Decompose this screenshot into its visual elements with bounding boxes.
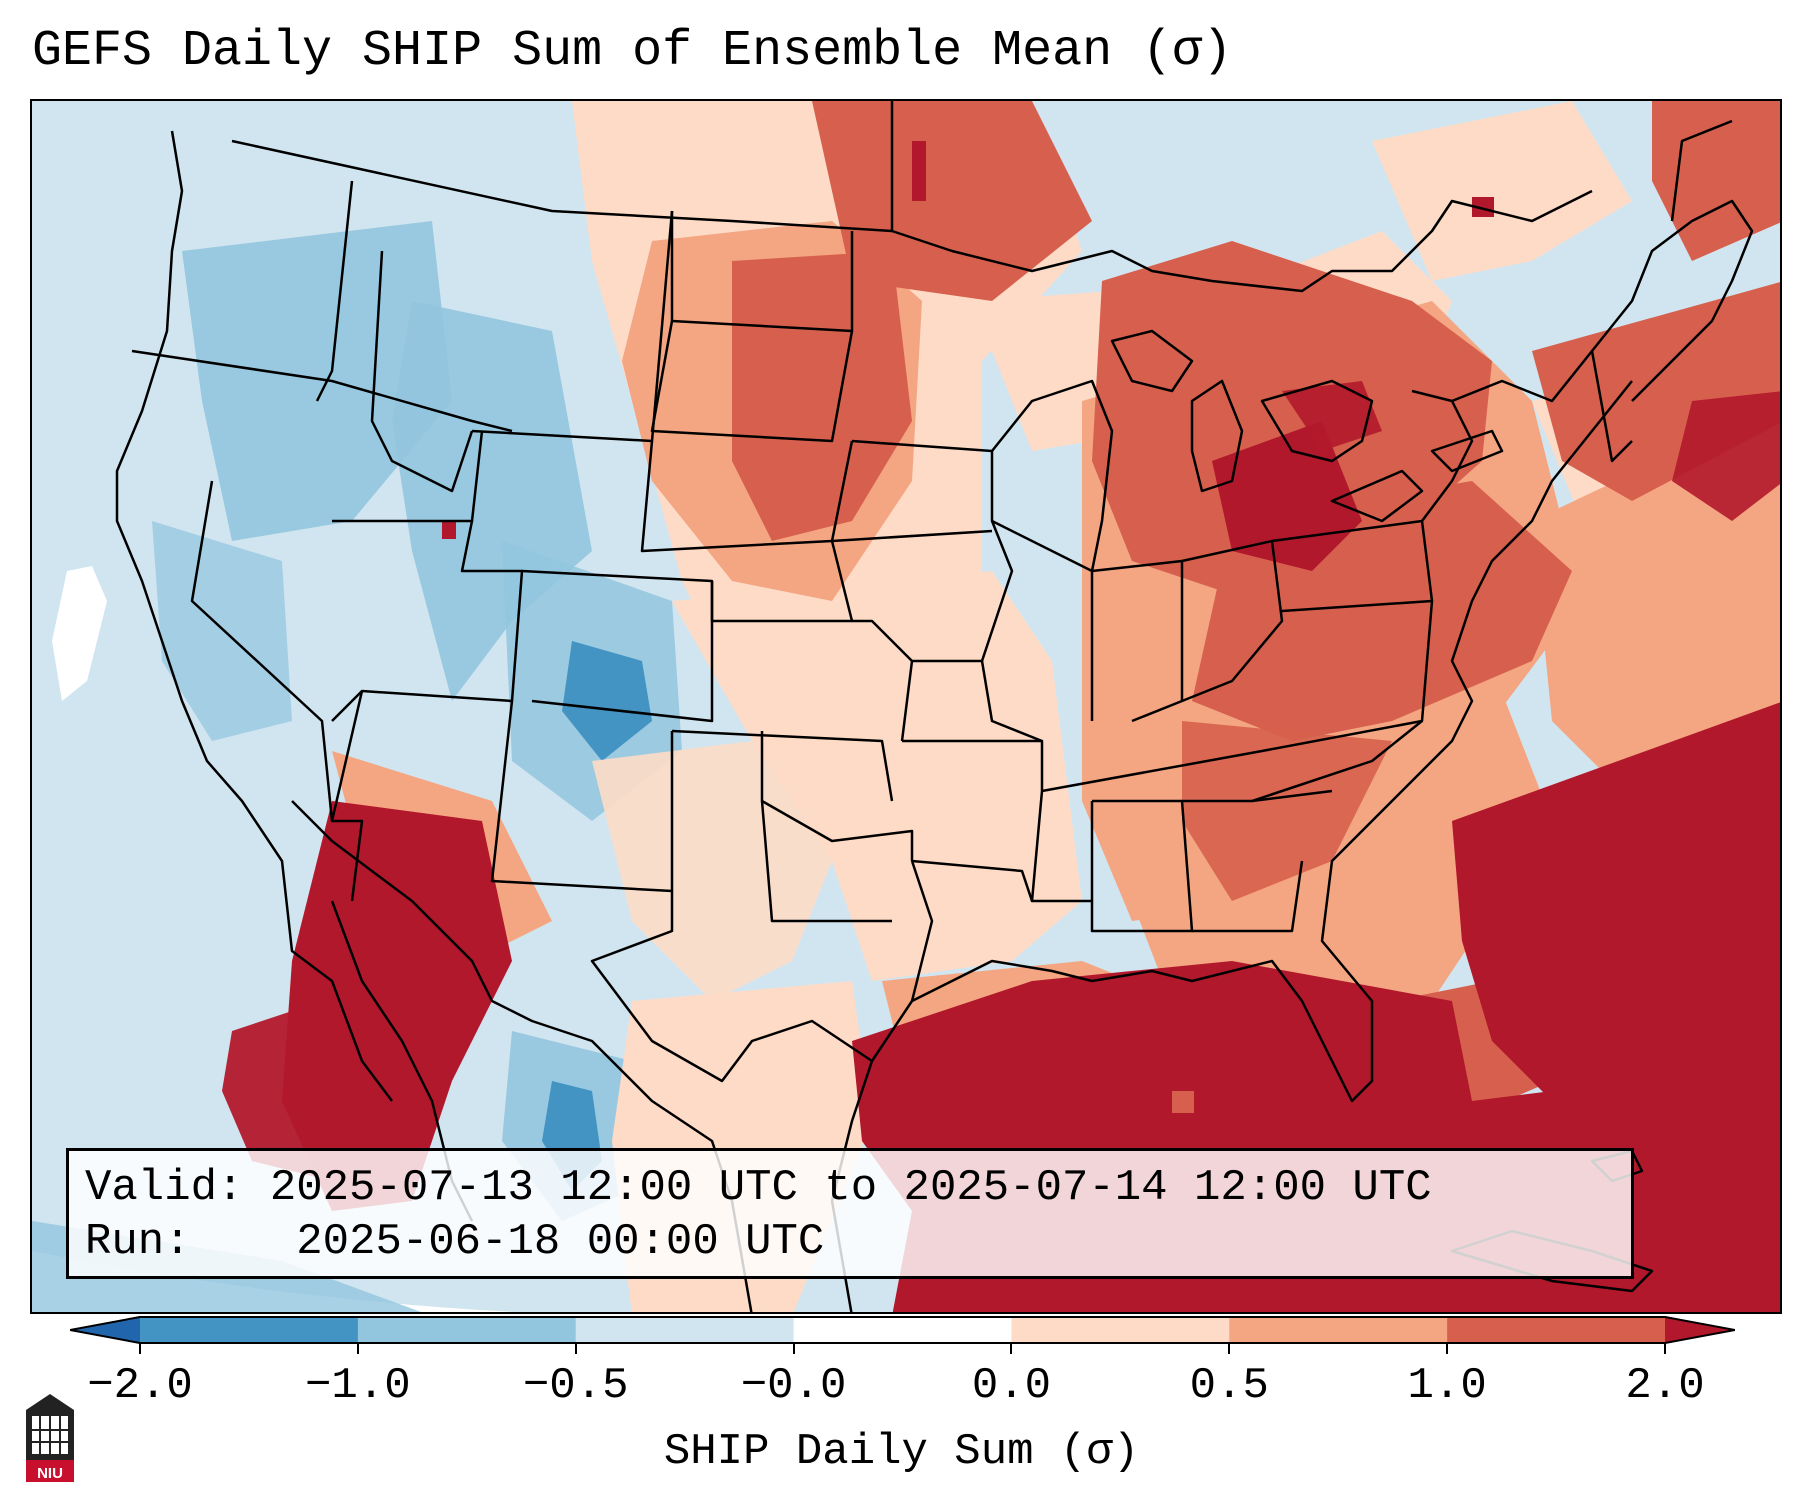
valid-time-range: 2025-07-13 12:00 UTC to 2025-07-14 12:00…: [269, 1163, 1432, 1213]
colorbar-tick-mark: [1228, 1344, 1231, 1354]
colorbar-tick-label: −2.0: [87, 1361, 193, 1411]
colorbar-extend-low: [70, 1316, 140, 1344]
colorbar-tick-mark: [1664, 1344, 1666, 1354]
colorbar-segment: [575, 1316, 795, 1344]
run-label: Run:: [85, 1217, 191, 1267]
niu-logo-text: NIU: [37, 1465, 63, 1482]
colorbar-tick-mark: [139, 1344, 141, 1354]
colorbar-tick-label: 1.0: [1407, 1361, 1487, 1411]
validity-info-box: Valid: 2025-07-13 12:00 UTC to 2025-07-1…: [66, 1148, 1634, 1279]
colorbar-segment: [1447, 1316, 1666, 1344]
colorbar-segment: [793, 1316, 1012, 1344]
colorbar-tick-mark: [356, 1344, 359, 1354]
colorbar-tick-mark: [1446, 1344, 1449, 1354]
colorbar-segment: [1011, 1316, 1230, 1344]
colorbar-segment: [140, 1316, 359, 1344]
colorbar-tick-label: 0.5: [1189, 1361, 1269, 1411]
colorbar-extend-high: [1665, 1316, 1735, 1344]
colorbar-tick-label: −0.5: [522, 1361, 629, 1411]
valid-label: Valid:: [85, 1163, 244, 1213]
anomaly-field: [32, 101, 1780, 1312]
colorbar: [70, 1316, 1735, 1344]
map-panel: [30, 99, 1782, 1314]
colorbar-segment: [1229, 1316, 1448, 1344]
colorbar-tick-label: −0.0: [740, 1361, 847, 1411]
colorbar-tick-mark: [792, 1344, 795, 1354]
colorbar-segment: [357, 1316, 577, 1344]
colorbar-tick-label: 2.0: [1625, 1361, 1705, 1411]
niu-logo-icon: NIU: [26, 1394, 74, 1482]
run-time: 2025-06-18 00:00 UTC: [296, 1217, 825, 1267]
colorbar-tick-mark: [574, 1344, 577, 1354]
colorbar-tick-label: 0.0: [971, 1361, 1052, 1411]
colorbar-tick-mark: [1010, 1344, 1013, 1354]
colorbar-tick-label: −1.0: [305, 1361, 411, 1411]
page-title: GEFS Daily SHIP Sum of Ensemble Mean (σ): [32, 23, 1233, 80]
colorbar-label: SHIP Daily Sum (σ): [663, 1427, 1140, 1477]
